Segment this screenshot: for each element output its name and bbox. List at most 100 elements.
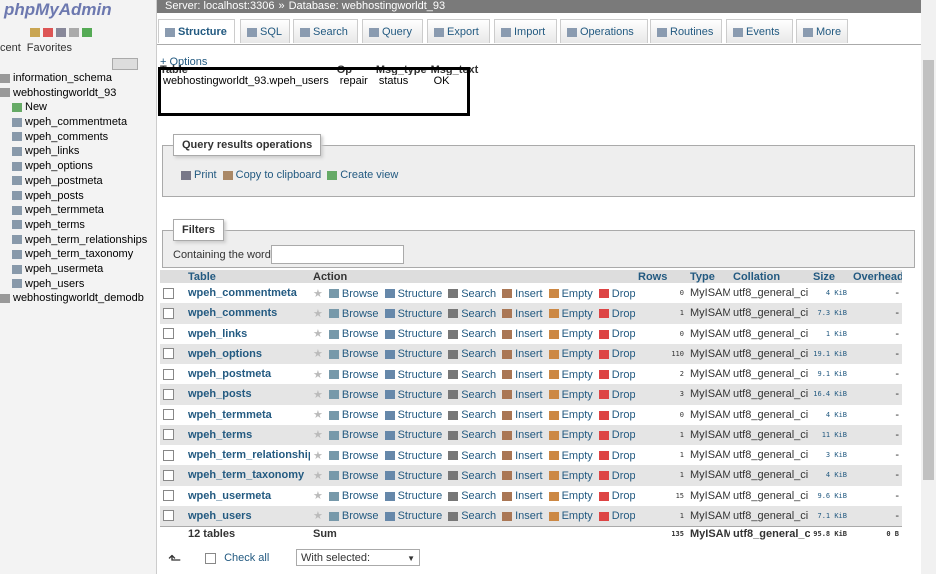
table-node[interactable]: wpeh_term_relationships <box>0 233 156 248</box>
checkbox[interactable] <box>163 429 174 441</box>
table-node-label[interactable]: wpeh_users <box>25 277 85 290</box>
table-node[interactable]: wpeh_terms <box>0 218 156 233</box>
table-node-label[interactable]: wpeh_postmeta <box>25 174 103 187</box>
crumb[interactable]: Database: webhostingworldt_93 <box>288 0 446 12</box>
size[interactable]: 4 KiB <box>810 465 850 486</box>
query-op-label[interactable]: Print <box>194 169 217 181</box>
query-op-label[interactable]: Create view <box>340 169 399 181</box>
menu-tab[interactable]: Structure <box>158 19 235 43</box>
table-node[interactable]: wpeh_posts <box>0 189 156 204</box>
action[interactable]: Drop <box>598 470 635 482</box>
checkbox[interactable] <box>163 449 174 461</box>
action[interactable]: Drop <box>598 369 635 381</box>
crumb[interactable]: Server: localhost:3306 <box>165 0 275 12</box>
database-node[interactable]: information_schema <box>0 71 156 86</box>
new-node[interactable]: New <box>0 100 156 115</box>
checkbox[interactable] <box>163 307 174 319</box>
favorite-star[interactable]: ★ <box>313 328 323 341</box>
table-node-label[interactable]: wpeh_term_taxonomy <box>25 248 134 261</box>
action[interactable]: Insert <box>502 288 543 300</box>
action[interactable]: Drop <box>598 450 635 462</box>
action[interactable]: Insert <box>502 490 543 502</box>
action[interactable]: Browse <box>328 470 379 482</box>
action[interactable]: Search <box>448 429 496 441</box>
menu-tab[interactable]: Search <box>293 19 358 43</box>
action[interactable]: Browse <box>328 450 379 462</box>
action[interactable]: Browse <box>328 429 379 441</box>
action[interactable]: Browse <box>328 510 379 522</box>
action[interactable]: Insert <box>502 470 543 482</box>
action[interactable]: Insert <box>502 389 543 401</box>
column-header[interactable]: Table <box>185 270 310 283</box>
action[interactable]: Structure <box>384 490 442 502</box>
action[interactable]: Structure <box>384 348 442 360</box>
action[interactable]: Empty <box>548 409 593 421</box>
menu-tab[interactable]: More <box>796 19 848 43</box>
table-name[interactable]: wpeh_options <box>185 343 310 364</box>
size[interactable]: 9.1 KiB <box>817 370 847 379</box>
favorite-star[interactable]: ★ <box>313 449 323 462</box>
action[interactable]: Insert <box>502 429 543 441</box>
table-name[interactable]: wpeh_usermeta <box>188 489 272 502</box>
checkbox[interactable] <box>163 490 174 502</box>
action[interactable]: Empty <box>548 308 593 320</box>
nav-tab[interactable]: cent <box>0 42 21 54</box>
action[interactable]: Drop <box>598 490 635 502</box>
action[interactable]: Browse <box>328 409 379 421</box>
filter-input[interactable] <box>271 245 404 264</box>
table-name[interactable]: wpeh_commentmeta <box>188 287 297 300</box>
action[interactable]: Empty <box>548 389 593 401</box>
action[interactable]: Empty <box>548 369 593 381</box>
size[interactable]: 4 KiB <box>825 289 847 298</box>
database-node[interactable]: webhostingworldt_93 <box>0 86 156 101</box>
action[interactable]: Structure <box>384 328 442 340</box>
action[interactable]: Search <box>448 409 496 421</box>
action[interactable]: Drop <box>598 328 635 340</box>
menu-tab[interactable]: Operations <box>560 19 648 43</box>
size[interactable]: 9.6 KiB <box>817 491 847 500</box>
home-icon[interactable] <box>30 27 40 37</box>
bulk-select[interactable]: With selected: ▼ <box>296 549 420 566</box>
options-link[interactable]: + Options <box>160 56 208 68</box>
table-name[interactable]: wpeh_users <box>185 505 310 527</box>
favorite-star[interactable]: ★ <box>313 368 323 381</box>
action[interactable]: Drop <box>598 389 635 401</box>
table-name[interactable]: wpeh_terms <box>185 424 310 445</box>
action[interactable]: Insert <box>502 510 543 522</box>
database-node-label[interactable]: webhostingworldt_93 <box>13 86 117 99</box>
menu-tab[interactable]: Import <box>494 19 557 43</box>
favorite-star[interactable]: ★ <box>313 490 323 503</box>
checkbox[interactable] <box>163 388 174 400</box>
table-name[interactable]: wpeh_postmeta <box>188 368 272 381</box>
nav-tab[interactable]: Favorites <box>26 42 73 54</box>
size[interactable]: 16.4 KiB <box>810 384 850 405</box>
action[interactable]: Browse <box>328 288 379 300</box>
column-header[interactable]: Type <box>687 270 730 283</box>
action[interactable]: Insert <box>502 308 543 320</box>
docs-icon[interactable] <box>56 27 66 37</box>
menu-tab[interactable]: Query <box>362 19 423 43</box>
favorite-star[interactable]: ★ <box>313 287 323 300</box>
column-header[interactable]: Size <box>810 270 850 283</box>
table-name[interactable]: wpeh_links <box>188 327 248 340</box>
action[interactable]: Structure <box>384 308 442 320</box>
action[interactable]: Structure <box>384 369 442 381</box>
table-node-label[interactable]: wpeh_usermeta <box>25 262 104 275</box>
reload-icon[interactable] <box>82 27 92 37</box>
column-header[interactable]: Rows <box>635 270 687 283</box>
favorite-star[interactable]: ★ <box>313 307 323 320</box>
check-all-label[interactable]: Check all <box>224 552 270 564</box>
database-node-label[interactable]: information_schema <box>13 72 113 84</box>
favorite-star[interactable]: ★ <box>313 388 323 401</box>
table-name[interactable]: wpeh_comments <box>185 303 310 324</box>
action[interactable]: Structure <box>384 470 442 482</box>
action[interactable]: Search <box>448 369 496 381</box>
action[interactable]: Browse <box>328 490 379 502</box>
menu-tab[interactable]: Export <box>427 19 490 43</box>
action[interactable]: Empty <box>548 429 593 441</box>
column-header[interactable]: Overhead <box>850 270 902 283</box>
settings-icon[interactable] <box>69 27 79 37</box>
action[interactable]: Drop <box>598 429 635 441</box>
action[interactable]: Structure <box>384 409 442 421</box>
table-name[interactable]: wpeh_posts <box>185 384 310 405</box>
